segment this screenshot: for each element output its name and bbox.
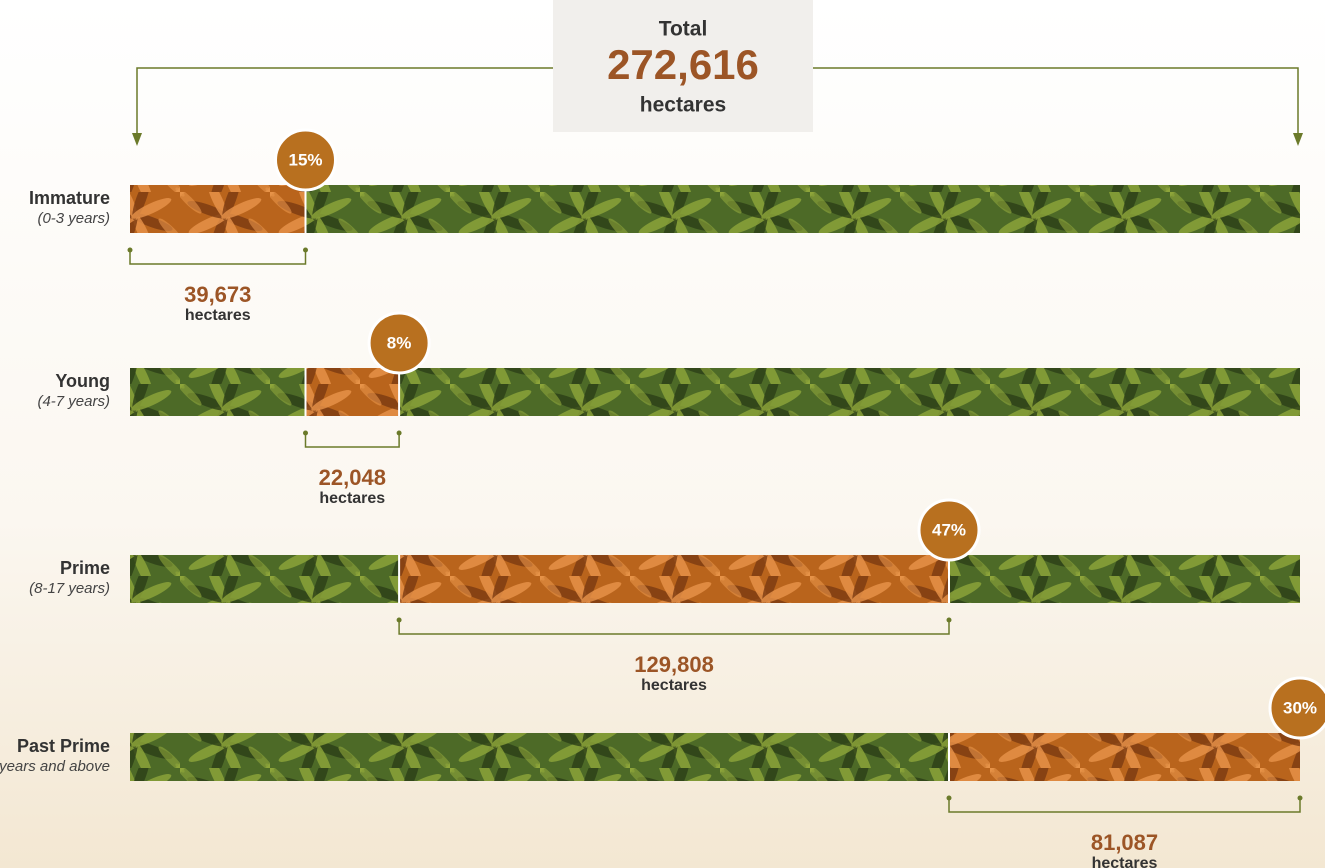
- bracket-dot: [946, 795, 952, 801]
- badge: [274, 128, 337, 192]
- arrow: [1293, 133, 1303, 146]
- hectare-unit: hectares: [641, 677, 707, 694]
- total-value: 272,616: [607, 41, 759, 88]
- badge-label: 8%: [387, 333, 412, 352]
- bracket-dot: [303, 247, 308, 253]
- badge-label: 15%: [288, 150, 322, 169]
- bracket-dot: [303, 430, 308, 436]
- badge: [367, 311, 431, 375]
- total-unit: hectares: [640, 94, 726, 117]
- bracket-dot: [946, 617, 952, 623]
- total-box: [553, 0, 813, 132]
- segment: [130, 185, 306, 233]
- segment: [305, 368, 400, 416]
- bar-track: [130, 185, 1300, 233]
- badge: [917, 498, 981, 562]
- arrow: [132, 133, 142, 146]
- connector: [136, 67, 553, 140]
- hectare-unit: hectares: [319, 490, 385, 507]
- bracket-dot: [127, 247, 133, 253]
- bracket: [129, 250, 307, 265]
- row-label: Young: [55, 371, 110, 391]
- connector: [813, 67, 1299, 140]
- hectare-value: 39,673: [184, 282, 251, 307]
- bracket: [948, 798, 1301, 813]
- row-label: Immature: [29, 188, 110, 208]
- segment: [399, 555, 950, 603]
- bracket: [398, 620, 950, 635]
- row-sublabel: (8-17 years): [29, 580, 110, 597]
- hectare-unit: hectares: [1092, 855, 1158, 868]
- bracket-dot: [1297, 795, 1303, 801]
- row-sublabel: (4-7 years): [37, 393, 110, 410]
- bracket-dot: [396, 430, 402, 436]
- total-title: Total: [659, 18, 708, 41]
- hectare-value: 22,048: [319, 465, 386, 490]
- bracket-dot: [396, 617, 402, 623]
- segment: [949, 733, 1300, 781]
- row-sublabel: (0-3 years): [37, 210, 110, 227]
- bracket: [304, 433, 400, 448]
- badge: [1268, 676, 1325, 740]
- hectare-value: 129,808: [634, 652, 714, 677]
- badge-label: 30%: [1283, 698, 1317, 717]
- hectare-unit: hectares: [185, 307, 251, 324]
- badge-label: 47%: [932, 520, 966, 539]
- row-sublabel: (18 years and above: [0, 758, 110, 775]
- hectare-value: 81,087: [1091, 830, 1158, 855]
- row-label: Prime: [60, 558, 110, 578]
- row-label: Past Prime: [17, 736, 110, 756]
